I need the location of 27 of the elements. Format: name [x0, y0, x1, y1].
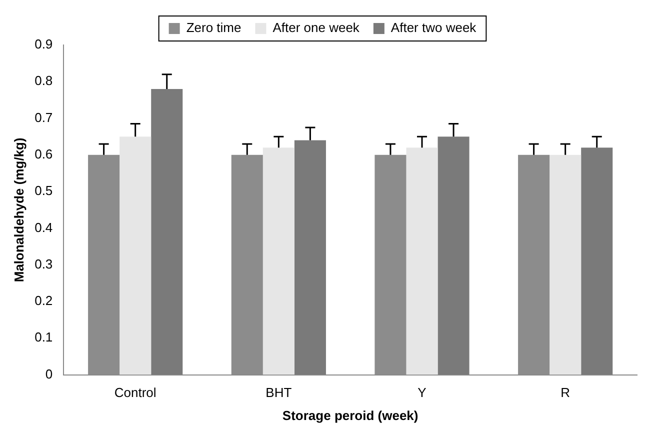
bar [151, 88, 183, 375]
y-tick-label: 0.5 [34, 183, 53, 198]
bar [406, 148, 438, 375]
y-tick-label: 0.1 [34, 330, 53, 345]
legend-label: After two week [390, 20, 477, 36]
y-tick-label: 0.8 [34, 73, 53, 88]
bar [581, 148, 613, 375]
legend-label: After one week [272, 20, 360, 36]
y-tick-label: 0.7 [34, 110, 53, 125]
y-tick-label: 0.4 [34, 220, 53, 235]
y-axis-title: Malonaldehyde (mg/kg) [11, 138, 26, 282]
x-tick-label: R [560, 385, 570, 400]
bar [262, 148, 294, 375]
y-tick-label: 0.2 [34, 293, 53, 308]
x-tick-label: Y [418, 385, 427, 400]
bar [550, 154, 582, 375]
y-tick-label: 0.3 [34, 256, 53, 272]
y-tick-label: 0.6 [34, 146, 53, 162]
x-tick-label: Control [114, 385, 156, 400]
y-tick-label: 0.9 [34, 36, 53, 52]
bar [120, 136, 152, 375]
bar [438, 136, 470, 375]
y-tick-label: 0 [45, 366, 53, 382]
bar [294, 140, 326, 375]
x-tick-label: BHT [266, 385, 292, 400]
legend-label: Zero time [186, 20, 242, 36]
x-axis-title: Storage peroid (week) [282, 408, 418, 423]
